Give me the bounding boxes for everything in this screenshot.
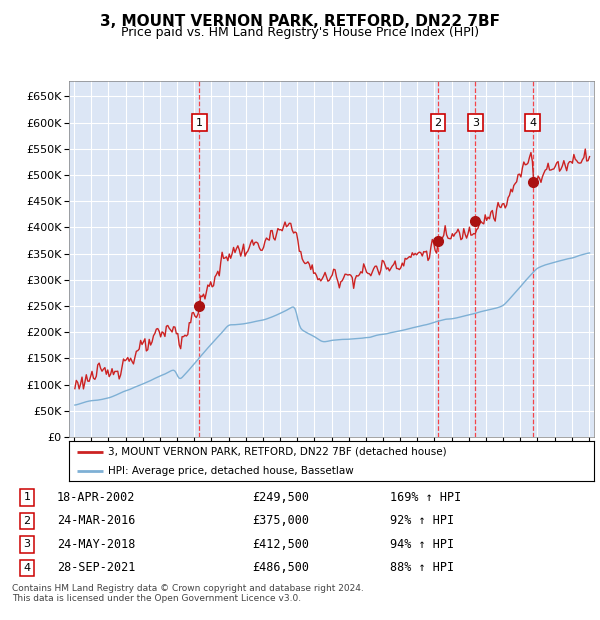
Text: HPI: Average price, detached house, Bassetlaw: HPI: Average price, detached house, Bass… [109,466,354,476]
Text: Price paid vs. HM Land Registry's House Price Index (HPI): Price paid vs. HM Land Registry's House … [121,26,479,39]
Text: £375,000: £375,000 [252,515,309,528]
Text: 4: 4 [23,563,31,573]
Text: 94% ↑ HPI: 94% ↑ HPI [390,538,454,551]
Text: 4: 4 [529,118,536,128]
Text: 24-MAY-2018: 24-MAY-2018 [57,538,136,551]
Text: £486,500: £486,500 [252,562,309,575]
Text: £412,500: £412,500 [252,538,309,551]
Text: 3: 3 [472,118,479,128]
Text: 88% ↑ HPI: 88% ↑ HPI [390,562,454,575]
Text: 18-APR-2002: 18-APR-2002 [57,491,136,504]
Text: 28-SEP-2021: 28-SEP-2021 [57,562,136,575]
Text: 24-MAR-2016: 24-MAR-2016 [57,515,136,528]
Text: 3, MOUNT VERNON PARK, RETFORD, DN22 7BF: 3, MOUNT VERNON PARK, RETFORD, DN22 7BF [100,14,500,29]
Text: 3: 3 [23,539,31,549]
Text: 1: 1 [196,118,203,128]
Text: 2: 2 [23,516,31,526]
Text: 2: 2 [434,118,442,128]
Text: Contains HM Land Registry data © Crown copyright and database right 2024.
This d: Contains HM Land Registry data © Crown c… [12,584,364,603]
Text: 3, MOUNT VERNON PARK, RETFORD, DN22 7BF (detached house): 3, MOUNT VERNON PARK, RETFORD, DN22 7BF … [109,447,447,457]
Text: 1: 1 [23,492,31,502]
Text: £249,500: £249,500 [252,491,309,504]
Text: 169% ↑ HPI: 169% ↑ HPI [390,491,461,504]
Text: 92% ↑ HPI: 92% ↑ HPI [390,515,454,528]
